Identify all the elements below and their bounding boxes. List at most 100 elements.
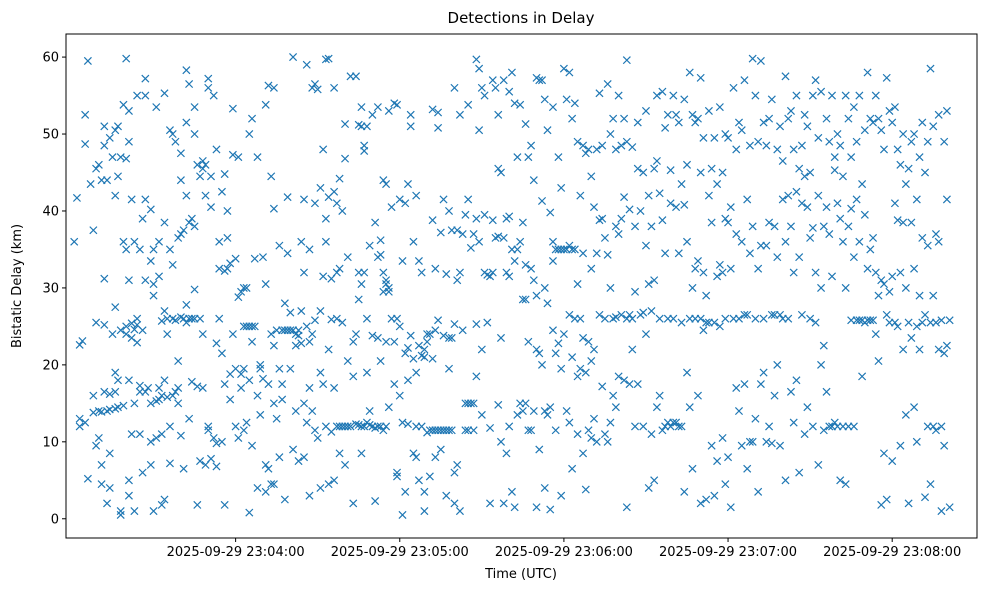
data-point-marker bbox=[699, 326, 708, 335]
data-point-marker bbox=[745, 249, 754, 258]
data-point-marker bbox=[477, 83, 486, 92]
data-point-marker bbox=[376, 356, 385, 366]
data-point-marker bbox=[548, 103, 557, 112]
data-point-marker bbox=[269, 399, 278, 408]
data-point-marker bbox=[237, 287, 246, 296]
data-point-marker bbox=[163, 330, 172, 339]
data-point-marker bbox=[792, 91, 801, 100]
data-point-marker bbox=[146, 399, 155, 408]
data-point-marker bbox=[439, 331, 448, 340]
data-point-marker bbox=[283, 193, 292, 202]
data-point-marker bbox=[196, 457, 205, 466]
data-point-marker bbox=[108, 153, 117, 162]
data-point-marker bbox=[617, 141, 626, 150]
data-point-marker bbox=[573, 137, 582, 146]
data-point-marker bbox=[710, 318, 719, 327]
data-point-marker bbox=[502, 449, 511, 458]
data-point-marker bbox=[672, 203, 681, 212]
data-point-marker bbox=[253, 483, 262, 493]
data-point-marker bbox=[185, 79, 194, 89]
data-point-marker bbox=[625, 310, 634, 319]
data-point-marker bbox=[532, 345, 541, 354]
data-point-marker bbox=[258, 253, 267, 262]
data-point-marker bbox=[540, 283, 549, 292]
data-point-marker bbox=[606, 130, 615, 139]
data-point-marker bbox=[324, 345, 333, 354]
data-point-marker bbox=[734, 314, 744, 323]
data-point-marker bbox=[669, 314, 678, 323]
data-point-marker bbox=[455, 268, 464, 277]
data-point-marker bbox=[537, 360, 547, 369]
data-point-marker bbox=[130, 399, 139, 408]
data-point-marker bbox=[598, 382, 607, 391]
data-point-marker bbox=[458, 326, 467, 335]
data-point-marker bbox=[631, 287, 640, 296]
data-point-marker bbox=[392, 100, 402, 109]
data-point-marker bbox=[644, 191, 653, 200]
data-point-marker bbox=[444, 426, 454, 435]
data-point-marker bbox=[444, 364, 454, 373]
data-point-marker bbox=[524, 153, 533, 162]
data-point-marker bbox=[784, 314, 793, 323]
data-point-marker bbox=[677, 180, 686, 189]
data-point-marker bbox=[332, 314, 341, 323]
data-point-marker bbox=[81, 110, 90, 119]
data-point-marker bbox=[299, 268, 309, 277]
data-point-marker bbox=[193, 160, 202, 169]
data-point-marker bbox=[663, 110, 672, 119]
data-point-marker bbox=[934, 345, 943, 354]
data-point-marker bbox=[776, 441, 785, 450]
data-point-marker bbox=[860, 126, 869, 135]
data-point-marker bbox=[606, 418, 615, 427]
data-point-marker bbox=[403, 420, 412, 429]
data-point-marker bbox=[745, 437, 754, 446]
data-point-marker bbox=[800, 172, 809, 181]
data-point-marker bbox=[546, 505, 555, 514]
data-point-marker bbox=[869, 118, 878, 127]
data-point-marker bbox=[814, 133, 823, 142]
data-point-marker bbox=[524, 337, 533, 346]
data-point-marker bbox=[611, 313, 620, 322]
data-point-marker bbox=[450, 499, 459, 508]
data-point-marker bbox=[338, 206, 347, 216]
data-point-marker bbox=[540, 407, 549, 416]
data-point-marker bbox=[800, 430, 809, 439]
data-point-marker bbox=[269, 83, 278, 92]
data-point-marker bbox=[866, 114, 875, 123]
data-point-marker bbox=[226, 259, 235, 268]
data-point-marker bbox=[866, 245, 875, 254]
data-point-marker bbox=[204, 426, 213, 435]
data-point-marker bbox=[811, 268, 820, 277]
data-point-marker bbox=[165, 126, 174, 135]
data-point-marker bbox=[138, 468, 147, 477]
data-point-marker bbox=[773, 253, 782, 262]
data-point-marker bbox=[204, 74, 213, 83]
data-point-marker bbox=[617, 214, 626, 223]
data-point-marker bbox=[321, 55, 330, 64]
data-point-marker bbox=[103, 176, 112, 185]
data-point-marker bbox=[537, 196, 547, 205]
data-point-marker bbox=[942, 195, 951, 204]
data-point-marker bbox=[767, 439, 776, 448]
data-point-marker bbox=[360, 268, 369, 277]
data-point-marker bbox=[253, 153, 262, 162]
data-point-marker bbox=[685, 403, 694, 412]
data-point-marker bbox=[111, 387, 120, 396]
data-point-marker bbox=[239, 364, 248, 373]
data-point-marker bbox=[409, 449, 418, 458]
data-point-marker bbox=[874, 114, 883, 123]
data-point-marker bbox=[316, 368, 325, 377]
data-point-marker bbox=[360, 146, 369, 155]
data-point-marker bbox=[182, 118, 191, 127]
data-point-marker bbox=[289, 53, 298, 62]
data-point-marker bbox=[778, 195, 787, 204]
data-point-marker bbox=[310, 79, 319, 89]
data-point-marker bbox=[655, 391, 664, 400]
data-point-marker bbox=[510, 256, 519, 266]
data-point-marker bbox=[237, 370, 246, 379]
data-point-marker bbox=[305, 337, 314, 346]
data-point-marker bbox=[376, 236, 385, 245]
data-point-marker bbox=[209, 433, 218, 442]
data-point-marker bbox=[496, 168, 506, 177]
data-point-marker bbox=[548, 237, 557, 246]
